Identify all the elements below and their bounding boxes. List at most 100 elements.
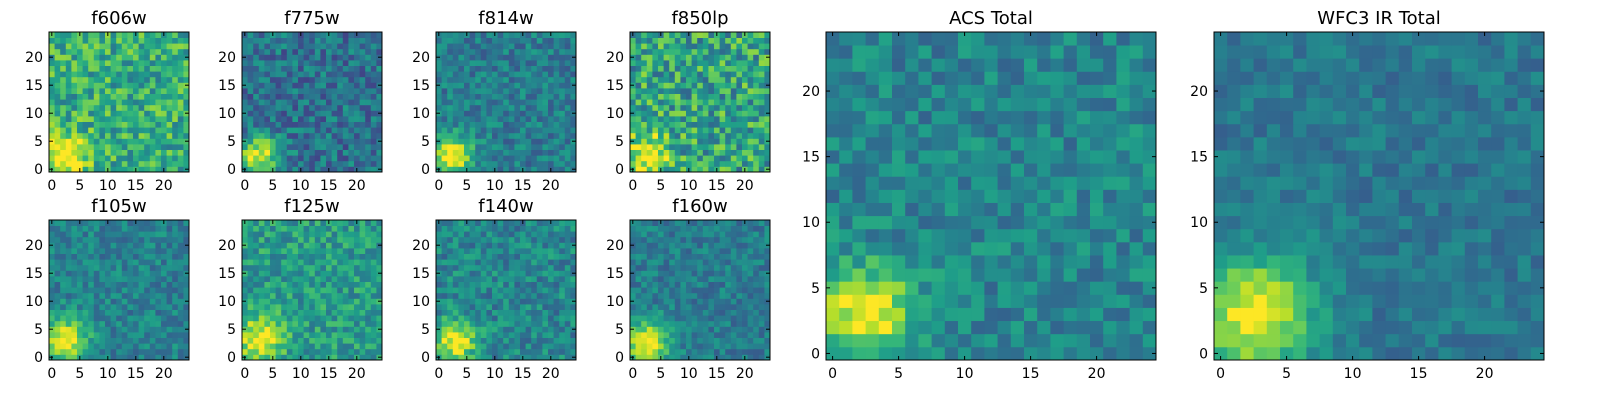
heatmap-cell bbox=[133, 65, 139, 72]
heatmap-cell bbox=[71, 82, 78, 89]
heatmap-cell bbox=[292, 343, 299, 350]
heatmap-cell bbox=[99, 155, 106, 162]
heatmap-cell bbox=[691, 343, 698, 350]
heatmap-cell bbox=[680, 76, 687, 83]
heatmap-cell bbox=[253, 155, 260, 162]
heatmap-cell bbox=[326, 110, 332, 117]
heatmap-cell bbox=[758, 354, 765, 361]
heatmap-cell bbox=[753, 166, 760, 173]
heatmap-cell bbox=[708, 99, 715, 106]
heatmap-cell bbox=[531, 155, 538, 162]
heatmap-cell bbox=[475, 304, 482, 310]
heatmap-cell bbox=[764, 160, 771, 167]
heatmap-cell bbox=[503, 99, 510, 106]
heatmap-cell bbox=[492, 292, 498, 299]
heatmap-cell bbox=[116, 138, 123, 145]
heatmap-cell bbox=[253, 298, 260, 305]
heatmap-cell bbox=[531, 54, 538, 61]
heatmap-cell bbox=[166, 248, 173, 254]
heatmap-cell bbox=[747, 104, 754, 111]
heatmap-cell bbox=[270, 231, 276, 238]
heatmap-cell bbox=[298, 138, 304, 145]
heatmap-cell bbox=[702, 32, 709, 38]
heatmap-cell bbox=[292, 337, 299, 344]
heatmap-cell bbox=[49, 304, 55, 310]
heatmap-cell bbox=[247, 281, 254, 288]
heatmap-cell bbox=[348, 110, 355, 117]
heatmap-cell bbox=[514, 236, 521, 243]
heatmap-cell bbox=[258, 343, 265, 350]
heatmap-cell bbox=[497, 99, 504, 106]
heatmap-cell bbox=[183, 132, 190, 139]
heatmap-cell bbox=[525, 225, 532, 232]
heatmap-cell bbox=[674, 292, 681, 299]
heatmap-cell bbox=[144, 110, 151, 117]
heatmap-cell bbox=[452, 270, 459, 277]
heatmap-cell bbox=[337, 43, 344, 50]
heatmap-cell bbox=[553, 88, 560, 94]
heatmap-cell bbox=[436, 43, 442, 50]
heatmap-cell bbox=[320, 43, 327, 50]
heatmap-cell bbox=[286, 231, 293, 238]
heatmap-cell bbox=[133, 110, 139, 117]
heatmap-cell bbox=[93, 326, 100, 333]
heatmap-cell bbox=[753, 332, 760, 338]
heatmap-cell bbox=[60, 225, 67, 232]
heatmap-cell bbox=[497, 93, 504, 100]
heatmap-cell bbox=[492, 82, 498, 89]
heatmap-cell bbox=[691, 292, 698, 299]
heatmap-cell bbox=[680, 93, 687, 100]
heatmap-cell bbox=[525, 242, 532, 249]
heatmap-cell bbox=[503, 160, 510, 167]
heatmap-cell bbox=[161, 326, 167, 333]
heatmap-cell bbox=[270, 253, 276, 260]
heatmap-cell bbox=[247, 236, 254, 243]
heatmap-cell bbox=[149, 37, 156, 44]
heatmap-cell bbox=[286, 37, 293, 44]
heatmap-cell bbox=[149, 110, 156, 117]
heatmap-cell bbox=[155, 121, 162, 128]
heatmap-cell bbox=[253, 110, 260, 117]
heatmap-cell bbox=[342, 248, 349, 254]
heatmap-cell bbox=[514, 326, 521, 333]
y-tick-label: 20 bbox=[412, 238, 430, 254]
heatmap-cell bbox=[121, 138, 128, 145]
heatmap-cell bbox=[658, 48, 664, 55]
heatmap-cell bbox=[646, 43, 653, 50]
heatmap-cell bbox=[82, 132, 89, 139]
heatmap-cell bbox=[326, 298, 332, 305]
heatmap-cell bbox=[365, 127, 372, 134]
heatmap-cell bbox=[559, 43, 566, 50]
heatmap-cell bbox=[542, 121, 549, 128]
heatmap-cell bbox=[452, 76, 459, 83]
heatmap-cell bbox=[258, 99, 265, 106]
heatmap-cell bbox=[492, 326, 498, 333]
heatmap-cell bbox=[503, 127, 510, 134]
heatmap-cell bbox=[337, 48, 344, 55]
heatmap-cell bbox=[548, 43, 554, 50]
heatmap-cell bbox=[531, 343, 538, 350]
heatmap-cell bbox=[71, 76, 78, 83]
heatmap-cell bbox=[303, 138, 310, 145]
heatmap-cell bbox=[646, 82, 653, 89]
heatmap-cell bbox=[242, 60, 248, 66]
heatmap-cell bbox=[559, 281, 566, 288]
heatmap-cell bbox=[370, 326, 377, 333]
heatmap-cell bbox=[326, 99, 332, 106]
heatmap-cell bbox=[553, 309, 560, 316]
heatmap-cell bbox=[93, 332, 100, 338]
heatmap-cell bbox=[359, 32, 366, 38]
heatmap-cell bbox=[702, 155, 709, 162]
heatmap-cell bbox=[177, 160, 184, 167]
heatmap-cell bbox=[71, 292, 78, 299]
heatmap-cell bbox=[525, 332, 532, 338]
heatmap-cell bbox=[93, 43, 100, 50]
heatmap-cell bbox=[486, 104, 493, 111]
heatmap-cell bbox=[253, 132, 260, 139]
heatmap-cell bbox=[742, 99, 748, 106]
heatmap-cell bbox=[54, 259, 61, 266]
heatmap-cell bbox=[719, 121, 726, 128]
heatmap-cell bbox=[514, 276, 521, 282]
heatmap-cell bbox=[309, 99, 316, 106]
heatmap-cell bbox=[658, 160, 664, 167]
